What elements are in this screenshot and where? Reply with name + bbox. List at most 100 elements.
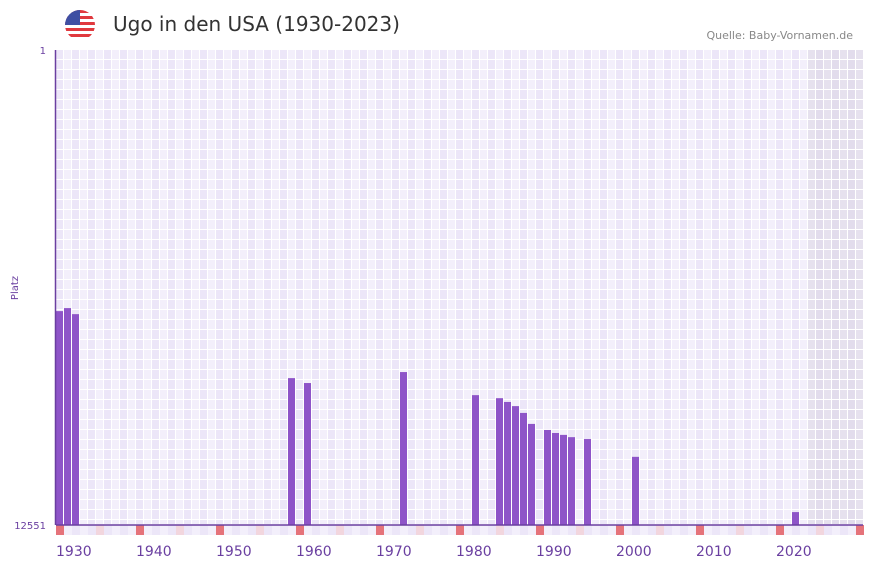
- bar-2002: [632, 456, 639, 525]
- year-tick-1983: [480, 525, 488, 535]
- year-tick-1995: [576, 525, 584, 535]
- bar-1987: [512, 406, 519, 525]
- year-tick-2030: [856, 525, 864, 535]
- y-tick-label-top: 1: [40, 46, 46, 57]
- year-tick-2009: [688, 525, 696, 535]
- year-tick-2027: [832, 525, 840, 535]
- year-tick-1974: [408, 525, 416, 535]
- year-tick-2026: [824, 525, 832, 535]
- bar-1986: [504, 401, 511, 525]
- year-tick-1954: [248, 525, 256, 535]
- year-tick-2001: [624, 525, 632, 535]
- bar-1993: [560, 434, 567, 525]
- bar-1973: [400, 372, 407, 525]
- bar-1932: [72, 314, 79, 525]
- year-tick-2019: [768, 525, 776, 535]
- year-tick-2012: [712, 525, 720, 535]
- year-tick-1996: [584, 525, 592, 535]
- year-tick-1961: [304, 525, 312, 535]
- year-tick-1980: [456, 525, 464, 535]
- year-tick-1992: [552, 525, 560, 535]
- bar-2022: [792, 512, 799, 525]
- year-tick-1968: [360, 525, 368, 535]
- x-tick-label-2010: 2010: [696, 544, 732, 560]
- year-tick-1998: [600, 525, 608, 535]
- year-tick-1945: [176, 525, 184, 535]
- year-tick-1979: [448, 525, 456, 535]
- year-tick-1960: [296, 525, 304, 535]
- usa-flag-icon: [65, 10, 95, 40]
- x-tick-label-2020: 2020: [776, 544, 812, 560]
- year-tick-1965: [336, 525, 344, 535]
- year-tick-1957: [272, 525, 280, 535]
- x-tick-label-1990: 1990: [536, 544, 572, 560]
- year-tick-1940: [136, 525, 144, 535]
- year-tick-1935: [96, 525, 104, 535]
- year-tick-1938: [120, 525, 128, 535]
- bar-1991: [544, 429, 551, 525]
- year-tick-1950: [216, 525, 224, 535]
- grid: [56, 50, 863, 524]
- year-tick-1985: [496, 525, 504, 535]
- year-tick-1981: [464, 525, 472, 535]
- year-tick-2029: [848, 525, 856, 535]
- y-axis-title: Platz: [10, 276, 21, 300]
- year-tick-2024: [808, 525, 816, 535]
- year-tick-1933: [80, 525, 88, 535]
- year-tick-1991: [544, 525, 552, 535]
- bar-1959: [288, 378, 295, 525]
- year-tick-1977: [432, 525, 440, 535]
- year-tick-1963: [320, 525, 328, 535]
- bar-1931: [64, 308, 71, 525]
- year-tick-2015: [736, 525, 744, 535]
- year-tick-1964: [328, 525, 336, 535]
- bar-1988: [520, 412, 527, 525]
- year-tick-2000: [616, 525, 624, 535]
- bar-1996: [584, 439, 591, 525]
- year-tick-1971: [384, 525, 392, 535]
- year-tick-1946: [184, 525, 192, 535]
- bar-1994: [568, 437, 575, 525]
- page-title: Ugo in den USA (1930-2023): [113, 12, 400, 36]
- x-tick-label-1960: 1960: [296, 544, 332, 560]
- x-tick-label-1940: 1940: [136, 544, 172, 560]
- year-tick-1966: [344, 525, 352, 535]
- year-tick-2013: [720, 525, 728, 535]
- year-tick-1994: [568, 525, 576, 535]
- year-tick-1955: [256, 525, 264, 535]
- bar-1992: [552, 432, 559, 525]
- year-tick-2023: [800, 525, 808, 535]
- year-tick-2005: [656, 525, 664, 535]
- year-tick-2021: [784, 525, 792, 535]
- year-tick-1953: [240, 525, 248, 535]
- year-tick-1959: [288, 525, 296, 535]
- year-tick-2007: [672, 525, 680, 535]
- year-tick-2020: [776, 525, 784, 535]
- x-tick-label-2000: 2000: [616, 544, 652, 560]
- year-tick-1988: [520, 525, 528, 535]
- year-tick-1975: [416, 525, 424, 535]
- year-tick-1973: [400, 525, 408, 535]
- year-tick-1934: [88, 525, 96, 535]
- bar-1985: [496, 398, 503, 525]
- year-tick-1941: [144, 525, 152, 535]
- year-tick-2025: [816, 525, 824, 535]
- source-link[interactable]: Quelle: Baby-Vornamen.de: [706, 29, 853, 42]
- bar-1989: [528, 423, 535, 525]
- year-tick-1951: [224, 525, 232, 535]
- year-tick-2002: [632, 525, 640, 535]
- bar-1982: [472, 395, 479, 525]
- year-tick-1943: [160, 525, 168, 535]
- year-tick-1958: [280, 525, 288, 535]
- year-tick-1952: [232, 525, 240, 535]
- year-tick-1978: [440, 525, 448, 535]
- year-tick-1942: [152, 525, 160, 535]
- year-tick-1948: [200, 525, 208, 535]
- year-tick-1969: [368, 525, 376, 535]
- year-tick-2016: [744, 525, 752, 535]
- year-tick-1937: [112, 525, 120, 535]
- year-tick-1936: [104, 525, 112, 535]
- year-tick-1970: [376, 525, 384, 535]
- year-tick-1993: [560, 525, 568, 535]
